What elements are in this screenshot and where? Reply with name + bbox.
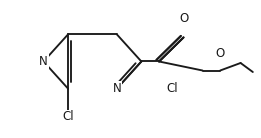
Text: O: O (216, 47, 225, 60)
Text: O: O (179, 12, 188, 25)
Text: N: N (112, 82, 121, 95)
Text: Cl: Cl (167, 82, 179, 95)
Text: Cl: Cl (62, 110, 74, 123)
Text: N: N (39, 55, 48, 68)
